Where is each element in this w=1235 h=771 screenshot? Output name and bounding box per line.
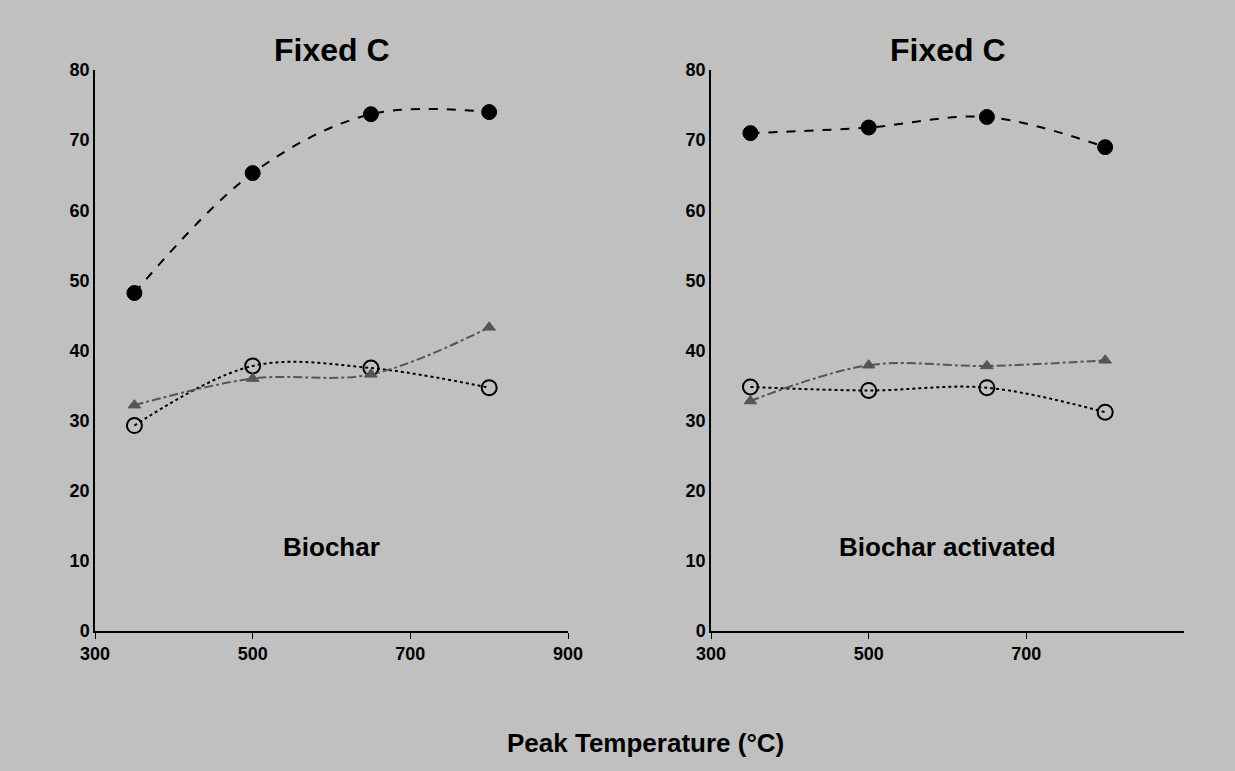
svg-text:10: 10	[70, 551, 90, 571]
svg-text:30: 30	[686, 411, 706, 431]
svg-text:500: 500	[854, 644, 884, 664]
svg-text:40: 40	[686, 341, 706, 361]
svg-text:Fixed C: Fixed C	[890, 32, 1006, 68]
svg-text:10: 10	[686, 551, 706, 571]
svg-text:700: 700	[395, 644, 425, 664]
svg-text:500: 500	[238, 644, 268, 664]
svg-text:Biochar activated: Biochar activated	[839, 532, 1056, 562]
svg-text:70: 70	[70, 130, 90, 150]
svg-text:50: 50	[686, 271, 706, 291]
svg-text:Fixed C: Fixed C	[274, 32, 390, 68]
svg-text:700: 700	[1011, 644, 1041, 664]
svg-text:50: 50	[70, 271, 90, 291]
svg-text:60: 60	[70, 201, 90, 221]
svg-text:20: 20	[70, 481, 90, 501]
svg-text:900: 900	[553, 644, 583, 664]
svg-text:80: 80	[70, 60, 90, 80]
svg-text:300: 300	[80, 644, 110, 664]
svg-text:40: 40	[70, 341, 90, 361]
svg-text:300: 300	[696, 644, 726, 664]
svg-text:Peak Temperature (°C): Peak Temperature (°C)	[507, 728, 784, 758]
svg-text:0: 0	[696, 621, 706, 641]
svg-text:30: 30	[70, 411, 90, 431]
svg-text:80: 80	[686, 60, 706, 80]
svg-text:Biochar: Biochar	[283, 532, 380, 562]
svg-text:20: 20	[686, 481, 706, 501]
svg-text:70: 70	[686, 130, 706, 150]
svg-text:0: 0	[80, 621, 90, 641]
svg-text:60: 60	[686, 201, 706, 221]
